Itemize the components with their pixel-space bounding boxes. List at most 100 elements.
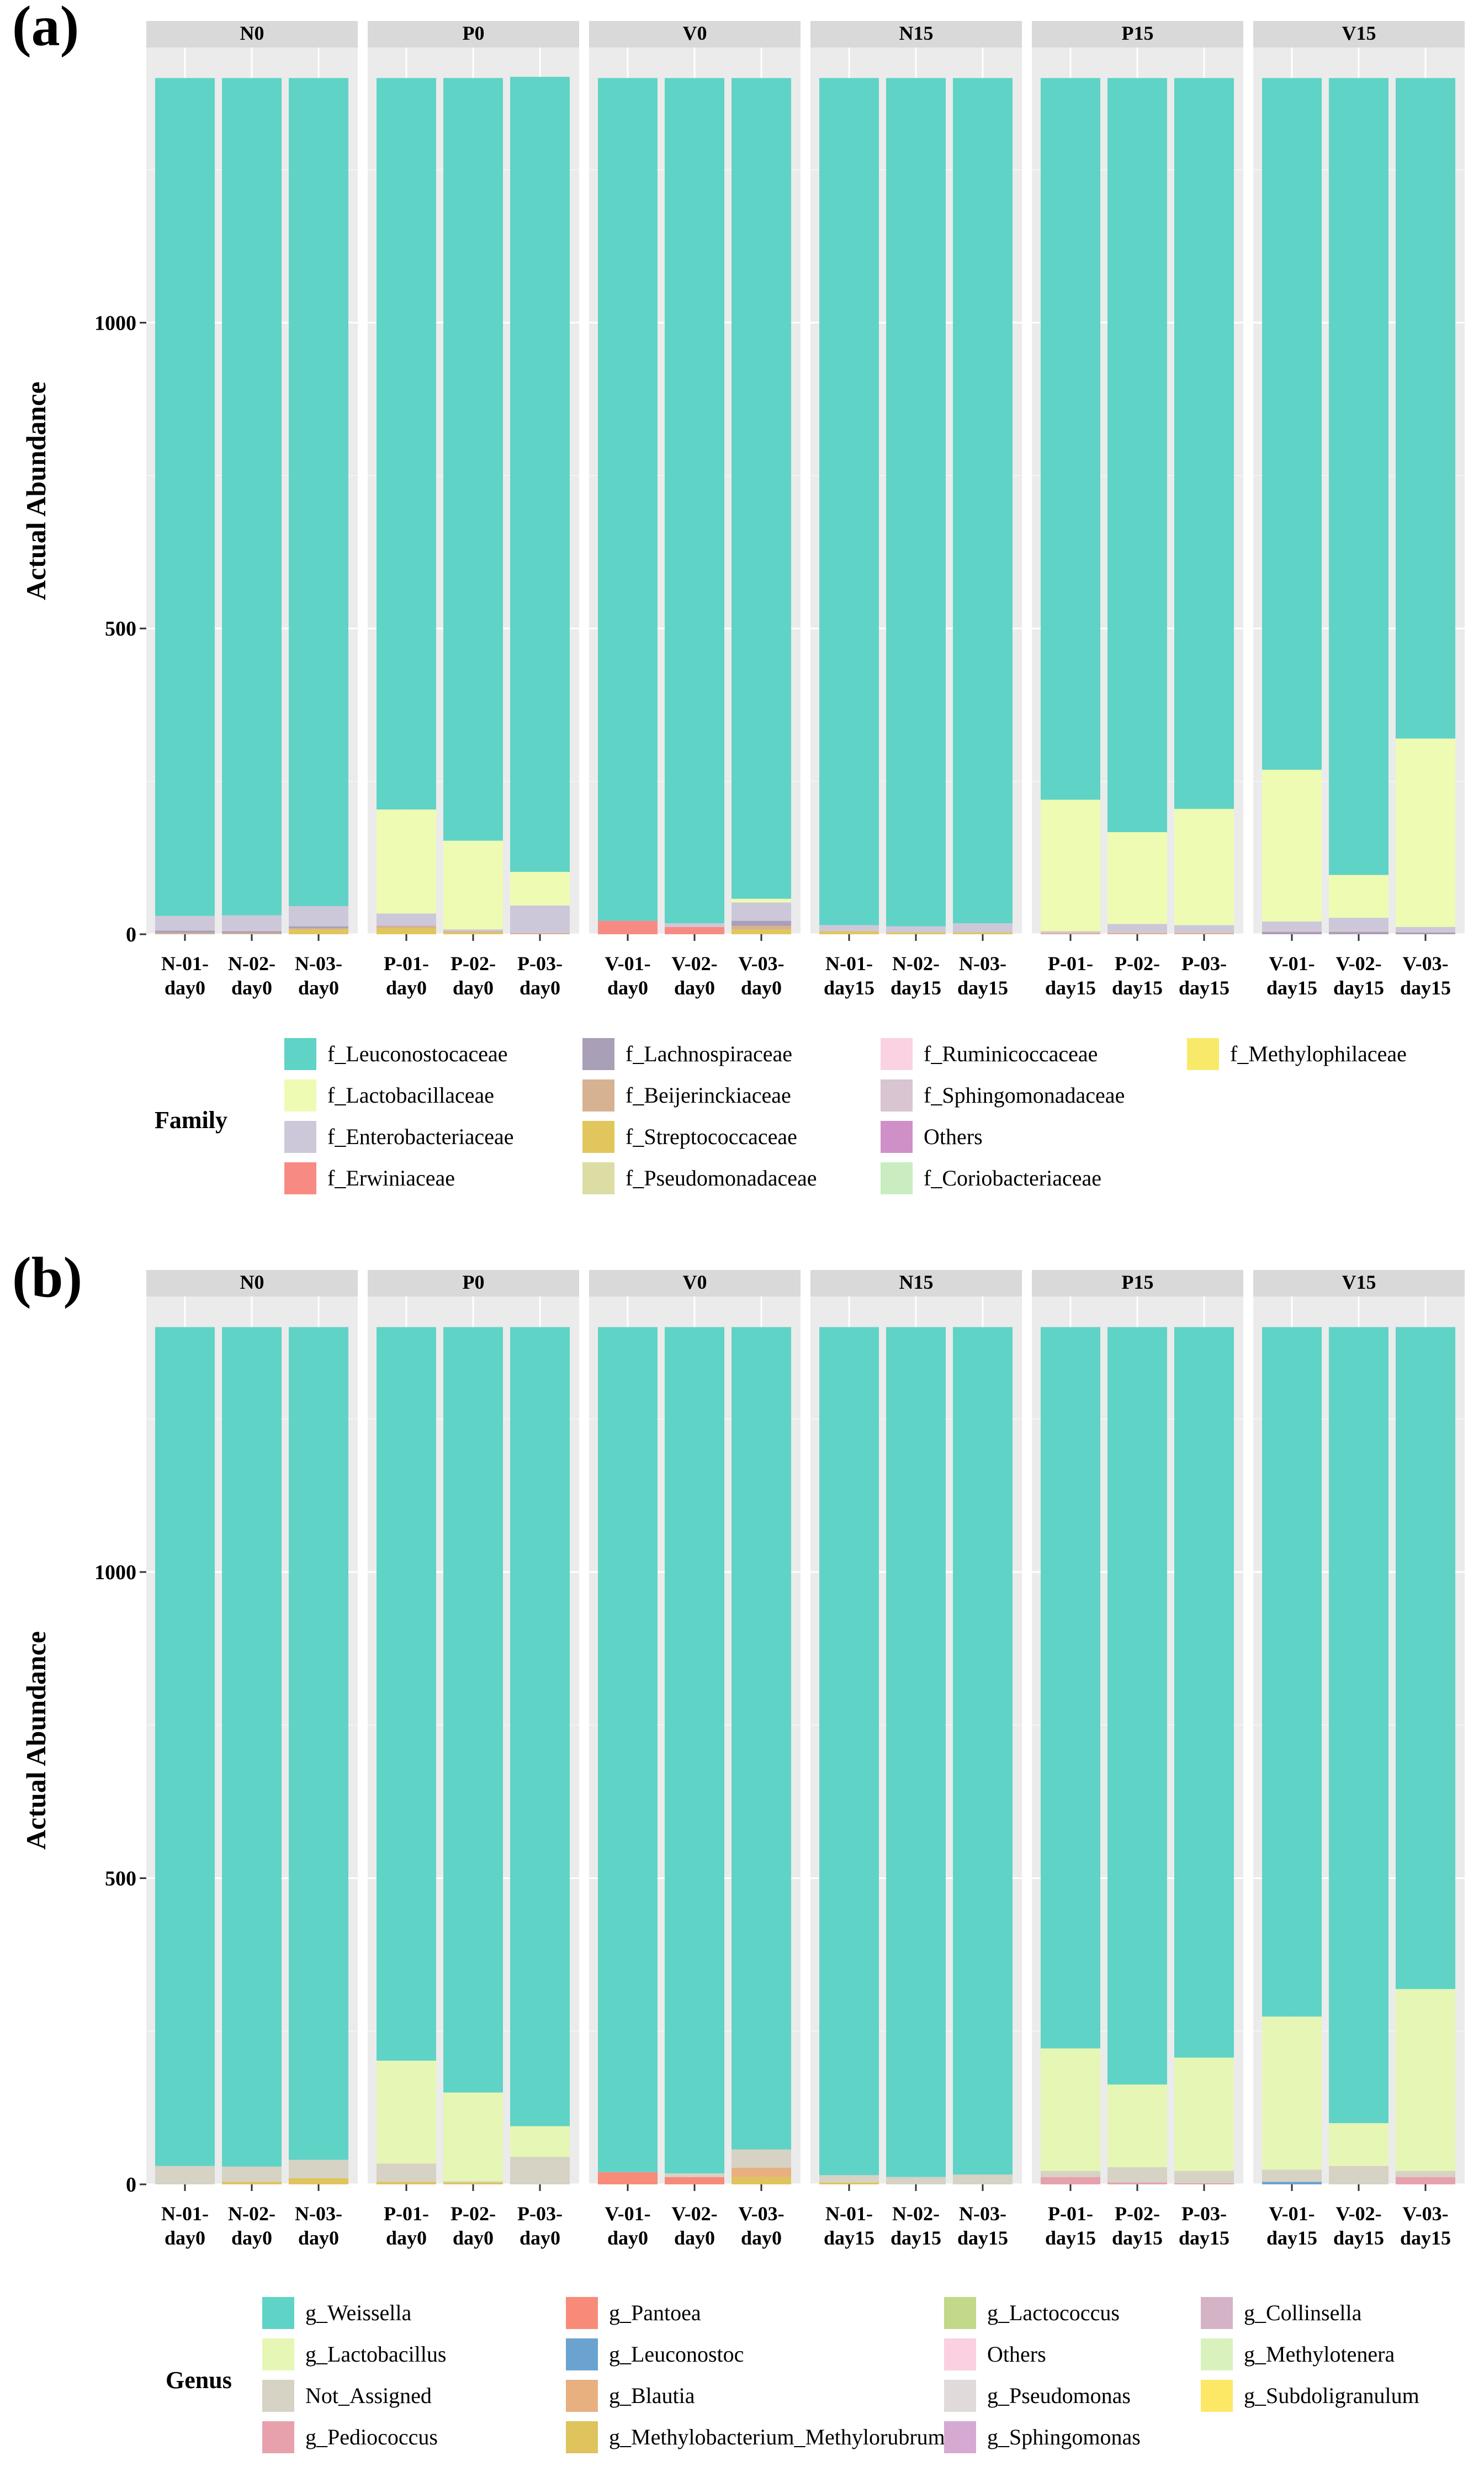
bar-segment-f-leuconostocaceae [886,78,946,927]
bar-segment-f-sphingomonadaceae [1174,931,1234,933]
bar-segment-f-erwiniaceae [598,920,658,934]
facet-strip-label: V0 [683,22,707,44]
legend-swatch [284,1162,316,1194]
bar-segment-f-lactobacillaceae [732,898,791,903]
bar-segment-g-weissella [1041,1327,1100,2049]
bar-segment-f-lachnospiraceae [732,920,791,926]
bar-segment-f-enterobacteriaceae [953,923,1013,933]
legend-label: f_Beijerinckiaceae [626,1083,791,1108]
bar-segment-not-assigned [665,2173,724,2177]
bar-segment-g-pediococcus [1174,2183,1234,2184]
legend-swatch [284,1038,316,1070]
legend-swatch [881,1121,913,1153]
legend-label: g_Pantoea [609,2300,701,2325]
bar-segment-g-lactobacillus [1262,2016,1322,2170]
x-tick-label: P-01-day0 [384,952,429,999]
bar-segment-f-leuconostocaceae [732,78,791,899]
legend-item: g_Lactococcus [944,2297,1120,2329]
legend-item: f_Beijerinckiaceae [582,1079,791,1112]
bar-segment-f-lactobacillaceae [1329,875,1388,918]
facet-strip [146,1270,358,1296]
bar-segment-g-weissella [289,1327,348,2160]
bar-segment-g-weissella [1396,1327,1455,1989]
bar-segment-g-weissella [1329,1327,1388,2124]
legend-item: g_Sphingomonas [944,2421,1141,2453]
legend-item: f_Pseudomonadaceae [582,1162,817,1194]
legend-label: g_Leuconostoc [609,2342,744,2367]
bar-segment-f-leuconostocaceae [155,78,215,916]
bar-segment-not-assigned [289,2160,348,2178]
legend-swatch [262,2421,294,2453]
bar-segment-f-lactobacillaceae [1107,832,1167,924]
chart-a: (a) Actual Abundance 0 500 1000 N0 N-01-day0 N-… [12,0,1465,1194]
x-tick-label: N-03-day15 [957,952,1008,999]
bar-segment-f-lachnospiraceae [155,930,215,933]
legend-label: g_Subdoligranulum [1244,2383,1419,2408]
bar-segment-f-streptococcaceae [953,932,1013,934]
panel-label: (b) [12,1246,82,1309]
bar-segment-not-assigned [155,2166,215,2184]
y-tick-label: 1000 [94,311,136,335]
bar-segment-g-weissella [598,1327,658,2172]
x-tick-label: N-02-day15 [891,952,941,999]
bar-segment-f-enterobacteriaceae [732,902,791,921]
legend-title: Genus [166,2367,232,2394]
bar-segment-not-assigned [443,2181,503,2183]
legend-swatch [1187,1038,1219,1070]
legend-item: f_Enterobacteriaceae [284,1121,514,1153]
bar-segment-f-beijerinckiaceae [1107,933,1167,934]
bar-segment-not-assigned [377,2163,436,2182]
chart-b: (b) Actual Abundance 0 500 1000 N0 N-01-day0 N-… [12,1246,1465,2453]
legend-item: g_Blautia [566,2380,695,2412]
legend-title: Family [155,1107,227,1134]
legend-swatch [582,1121,614,1153]
bar-segment-f-leuconostocaceae [819,78,879,925]
legend-swatch [944,2421,976,2453]
bar-segment-g-weissella [443,1327,503,2093]
legend-swatch [944,2338,976,2370]
bar-segment-f-streptococcaceae [443,932,503,934]
legend: Family f_Leuconostocaceae f_Lactobacillace… [155,1038,1407,1194]
legend-label: Not_Assigned [305,2383,432,2408]
bar-segment-f-leuconostocaceae [953,78,1013,924]
bar-segment-g-weissella [510,1327,570,2126]
bar-segment-f-enterobacteriaceae [155,915,215,931]
facet-P0: P0 P-01-day0 P-02-day0 P-03-day0 [368,21,579,999]
legend-swatch [881,1038,913,1070]
x-tick-label: V-02-day15 [1333,952,1384,999]
facet-strip-label: P0 [463,1271,485,1293]
legend-swatch [1201,2297,1233,2329]
bar-segment-not-assigned [953,2174,1013,2184]
legend-swatch [284,1121,316,1153]
legend-item: f_Lactobacillaceae [284,1079,494,1112]
legend-item: g_Pantoea [566,2297,701,2329]
legend-swatch [1201,2338,1233,2370]
bar-segment-g-lactobacillus [1041,2048,1100,2171]
legend-label: g_Methylobacterium_Methylorubrum [609,2425,945,2449]
facet-N15: N15 N-01-day15 N-02-day15 N-03-day15 [810,1270,1022,2249]
x-tick-label: P-03-day15 [1179,2203,1229,2249]
facet-N0: N0 N-01-day0 N-02-day0 N-03-day0 [146,1270,358,2249]
legend-swatch [566,2297,598,2329]
bar-segment-f-streptococcaceae [377,928,436,934]
legend-label: g_Sphingomonas [987,2425,1141,2449]
bar-segment-f-leuconostocaceae [598,78,658,921]
x-tick-label: P-01-day0 [384,2203,429,2249]
bar-segment-f-leuconostocaceae [1262,78,1322,770]
x-tick-label: V-02-day0 [671,952,717,999]
panel-label: (a) [12,0,79,58]
bar-segment-f-enterobacteriaceae [819,925,879,931]
legend-swatch [566,2338,598,2370]
x-tick-label: P-03-day0 [517,2203,563,2249]
legend-item: g_Pediococcus [262,2421,438,2453]
legend-label: Others [987,2342,1046,2367]
x-tick-label: V-02-day15 [1333,2203,1384,2249]
bar-segment-f-lactobacillaceae [1041,800,1100,931]
bar-segment-g-weissella [1174,1327,1234,2058]
bar-segment-g-methylobacterium-methylorubrum [732,2177,791,2184]
bar-segment-f-sphingomonadaceae [1107,931,1167,933]
bar-segment-f-streptococcaceae [819,931,879,934]
bar-segment-f-streptococcaceae [289,929,348,934]
x-tick-label: V-03-day0 [738,2203,784,2249]
bar-segment-g-weissella [1262,1327,1322,2017]
